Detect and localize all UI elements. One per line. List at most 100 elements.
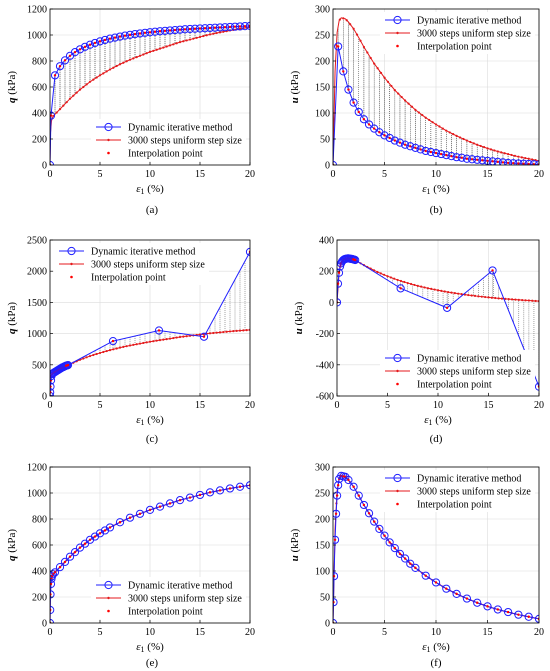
interpolation-point bbox=[353, 258, 357, 262]
interpolation-point bbox=[238, 485, 242, 488]
interpolation-point bbox=[527, 162, 530, 165]
data-point-uniform bbox=[158, 47, 162, 50]
data-point-dynamic bbox=[180, 25, 190, 34]
interpolation-point bbox=[424, 149, 427, 153]
x-tick-label: 0 bbox=[48, 627, 53, 638]
interpolation-point bbox=[383, 534, 386, 537]
data-point-uniform bbox=[510, 298, 514, 301]
legend-label-dynamic: Dynamic iterative method bbox=[128, 581, 232, 592]
interpolation-point bbox=[178, 28, 182, 31]
data-point-uniform bbox=[486, 147, 489, 150]
legend-swatch-dynamic-marker bbox=[104, 122, 113, 132]
y-tick-label: 0 bbox=[329, 298, 334, 309]
interpolation-point bbox=[113, 36, 117, 39]
data-point-uniform bbox=[92, 353, 95, 357]
data-point-dynamic bbox=[473, 155, 482, 164]
interpolation-point bbox=[183, 28, 187, 31]
interpolation-point bbox=[398, 141, 402, 144]
x-axis-label-unit: (%) bbox=[145, 414, 165, 426]
y-tick-label: 600 bbox=[32, 541, 47, 552]
data-point-uniform bbox=[182, 335, 185, 338]
interpolation-point bbox=[50, 593, 52, 596]
data-point-dynamic bbox=[190, 24, 200, 33]
data-point-uniform bbox=[479, 144, 482, 148]
data-point-dynamic bbox=[488, 266, 497, 275]
data-point-uniform bbox=[527, 157, 530, 160]
data-point-uniform bbox=[138, 342, 142, 345]
data-point-uniform bbox=[242, 329, 245, 332]
interpolation-point bbox=[383, 134, 386, 137]
data-point-uniform bbox=[112, 348, 115, 351]
interpolation-point bbox=[193, 27, 197, 30]
data-point-uniform bbox=[507, 152, 510, 156]
interpolation-point bbox=[118, 35, 122, 38]
legend-label-interp: Interpolation point bbox=[417, 500, 492, 511]
interpolation-point bbox=[373, 520, 376, 523]
x-tick-label: 15 bbox=[483, 627, 493, 638]
data-point-uniform bbox=[393, 277, 396, 280]
data-point-dynamic bbox=[483, 602, 492, 611]
x-axis-label-symbol: ε bbox=[136, 414, 141, 426]
interpolation-point bbox=[68, 54, 72, 57]
data-point-uniform bbox=[198, 35, 202, 39]
y-tick-label: 0 bbox=[42, 619, 47, 630]
data-point-uniform bbox=[88, 354, 92, 358]
interpolation-point bbox=[63, 560, 67, 564]
data-point-dynamic bbox=[442, 151, 451, 160]
interpolation-point bbox=[336, 45, 340, 48]
interpolation-point bbox=[501, 161, 505, 164]
legend-swatch-dynamic-marker bbox=[67, 246, 76, 256]
interpolation-point bbox=[414, 566, 417, 570]
data-point-uniform bbox=[386, 80, 390, 83]
data-point-dynamic bbox=[130, 29, 140, 39]
interpolation-point bbox=[63, 59, 67, 62]
data-point-uniform bbox=[424, 116, 427, 119]
x-axis-label-subscript: 1 bbox=[141, 187, 145, 196]
data-point-uniform bbox=[65, 101, 68, 104]
data-point-dynamic bbox=[50, 382, 55, 391]
data-point-dynamic bbox=[95, 529, 105, 538]
y-tick-label: 200 bbox=[319, 267, 334, 278]
data-point-dynamic bbox=[63, 361, 73, 370]
data-point-uniform bbox=[500, 297, 504, 300]
data-point-uniform bbox=[222, 30, 225, 33]
interpolation-point bbox=[517, 162, 520, 165]
x-axis-label-subscript: 1 bbox=[141, 418, 145, 427]
interpolation-point bbox=[93, 535, 97, 538]
interpolation-point bbox=[83, 542, 87, 545]
data-point-dynamic bbox=[390, 136, 399, 145]
interpolation-point bbox=[228, 487, 232, 490]
data-point-dynamic bbox=[504, 158, 513, 165]
data-point-uniform bbox=[470, 294, 473, 297]
y-axis-label-symbol: q bbox=[6, 555, 18, 561]
data-point-dynamic bbox=[154, 326, 164, 335]
data-point-uniform bbox=[122, 345, 125, 349]
data-point-uniform bbox=[403, 280, 406, 284]
data-point-uniform bbox=[438, 125, 441, 128]
data-point-dynamic bbox=[115, 32, 125, 41]
data-point-uniform bbox=[128, 58, 132, 61]
interpolation-point bbox=[476, 158, 479, 161]
data-point-dynamic bbox=[100, 35, 110, 45]
data-point-uniform bbox=[480, 295, 483, 298]
interpolation-point bbox=[517, 613, 520, 616]
legend-swatch-dynamic-marker bbox=[393, 15, 402, 25]
data-point-uniform bbox=[390, 84, 393, 88]
interpolation-point bbox=[203, 27, 207, 30]
interpolation-point bbox=[373, 127, 376, 130]
interpolation-point bbox=[173, 28, 177, 32]
data-point-dynamic bbox=[125, 30, 135, 39]
y-tick-label: 800 bbox=[32, 515, 47, 526]
x-axis-label-unit: (%) bbox=[431, 641, 451, 653]
interpolation-point bbox=[73, 50, 77, 54]
data-point-uniform bbox=[489, 148, 493, 151]
y-axis-label-unit: (kPa) bbox=[289, 528, 301, 552]
x-axis-label-subscript: 1 bbox=[427, 645, 431, 654]
data-point-dynamic bbox=[155, 502, 165, 511]
panel-label: (e) bbox=[146, 657, 159, 669]
data-point-uniform bbox=[158, 339, 162, 342]
x-tick-label: 5 bbox=[385, 400, 390, 411]
data-point-uniform bbox=[349, 23, 352, 26]
y-axis-label: q (kPa) bbox=[6, 71, 18, 103]
data-point-dynamic bbox=[375, 524, 384, 533]
